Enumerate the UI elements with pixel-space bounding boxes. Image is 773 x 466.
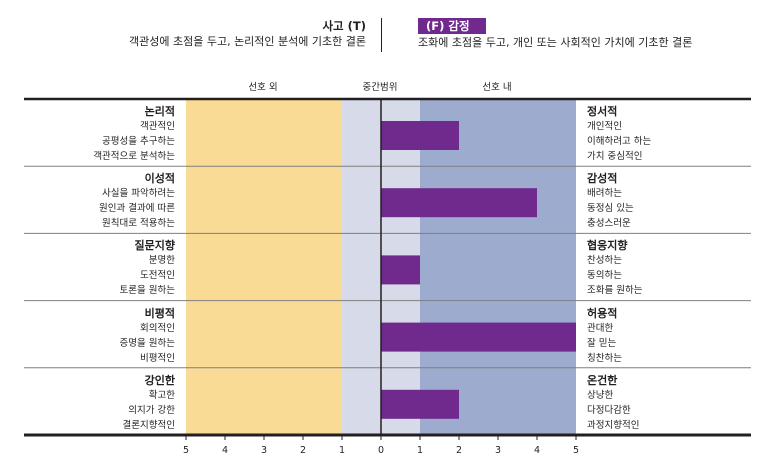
left-row-item: 객관적인 <box>140 121 175 132</box>
tick-label: 4 <box>533 445 541 456</box>
left-row-title: 논리적 <box>144 105 175 118</box>
zone-label-inside: 선호 내 <box>482 82 512 93</box>
left-row-item: 증명을 원하는 <box>119 337 175 349</box>
tick-label: 2 <box>455 445 463 456</box>
right-row-title: 온건한 <box>587 373 618 387</box>
right-row-item: 조화를 원하는 <box>587 285 643 297</box>
right-row-title: 협응지향 <box>587 239 628 253</box>
zone-inside-band <box>420 99 576 435</box>
feeling-title-badge: (F) 감정 <box>418 18 486 34</box>
thinking-header: 사고 (T) 객관성에 초점을 두고, 논리적인 분석에 기초한 결론 <box>60 18 366 50</box>
left-row-title: 강인한 <box>144 373 175 387</box>
right-row-title: 허용적 <box>587 306 618 320</box>
left-row-item: 의지가 강한 <box>128 404 175 416</box>
right-row-item: 동정심 있는 <box>587 203 634 215</box>
bar-5 <box>381 389 459 419</box>
left-row-item: 확고한 <box>148 389 175 401</box>
right-row-item: 이해하려고 하는 <box>587 136 652 147</box>
left-row-item: 토론을 원하는 <box>119 285 175 297</box>
tick-label: 1 <box>416 445 424 456</box>
right-row-item: 충성스러운 <box>587 218 631 230</box>
right-row-item: 동의하는 <box>587 270 622 282</box>
bar-2 <box>381 188 537 218</box>
left-row-item: 원인과 결과에 따른 <box>99 203 175 215</box>
left-row-title: 이성적 <box>144 172 175 186</box>
left-row-item: 도전적인 <box>140 270 175 282</box>
right-row-item: 잘 믿는 <box>587 337 617 349</box>
thinking-description: 객관성에 초점을 두고, 논리적인 분석에 기초한 결론 <box>129 35 366 48</box>
right-row-item: 가치 중심적인 <box>587 151 643 162</box>
bar-1 <box>381 121 459 150</box>
bar-4 <box>381 322 576 352</box>
tick-label: 2 <box>299 445 307 456</box>
left-row-item: 객관적으로 분석하는 <box>93 151 175 162</box>
left-row-item: 결론지향적인 <box>122 419 175 431</box>
right-row-item: 배려하는 <box>587 188 622 200</box>
zone-label-outside: 선호 외 <box>248 82 278 93</box>
right-row-item: 관대한 <box>587 322 614 334</box>
left-row-title: 비평적 <box>144 306 175 320</box>
right-row-item: 찬성하는 <box>587 255 622 267</box>
tick-label: 5 <box>572 445 580 456</box>
thinking-title: 사고 (T) <box>322 19 366 33</box>
header-divider <box>381 18 382 52</box>
tick-label: 3 <box>260 445 268 456</box>
right-row-item: 칭찬하는 <box>587 352 622 364</box>
tick-label: 3 <box>494 445 502 456</box>
feeling-description: 조화에 초점을 두고, 개인 또는 사회적인 가치에 기초한 결론 <box>418 36 693 49</box>
left-row-item: 비평적인 <box>140 352 175 364</box>
tick-label: 5 <box>182 445 190 456</box>
left-row-title: 질문지향 <box>134 239 175 253</box>
right-row-title: 감성적 <box>587 172 618 186</box>
right-row-item: 개인적인 <box>587 121 622 132</box>
right-row-title: 정서적 <box>587 105 618 118</box>
right-row-item: 상냥한 <box>587 389 614 401</box>
left-row-item: 사실을 파악하려는 <box>102 188 175 200</box>
zone-outside-band <box>186 99 342 435</box>
left-row-item: 공평성을 추구하는 <box>102 136 175 147</box>
zone-label-middle: 중간범위 <box>362 82 398 93</box>
right-row-item: 과정지향적인 <box>587 419 640 431</box>
feeling-header: (F) 감정 조화에 초점을 두고, 개인 또는 사회적인 가치에 기초한 결론 <box>418 18 748 51</box>
tick-label: 0 <box>377 445 385 456</box>
bar-3 <box>381 255 420 285</box>
left-row-item: 원칙대로 적용하는 <box>102 218 175 230</box>
tick-label: 4 <box>221 445 229 456</box>
tick-label: 1 <box>338 445 346 456</box>
left-row-item: 분명한 <box>148 255 175 267</box>
left-row-item: 회의적인 <box>140 322 175 334</box>
right-row-item: 다정다감한 <box>587 404 631 416</box>
